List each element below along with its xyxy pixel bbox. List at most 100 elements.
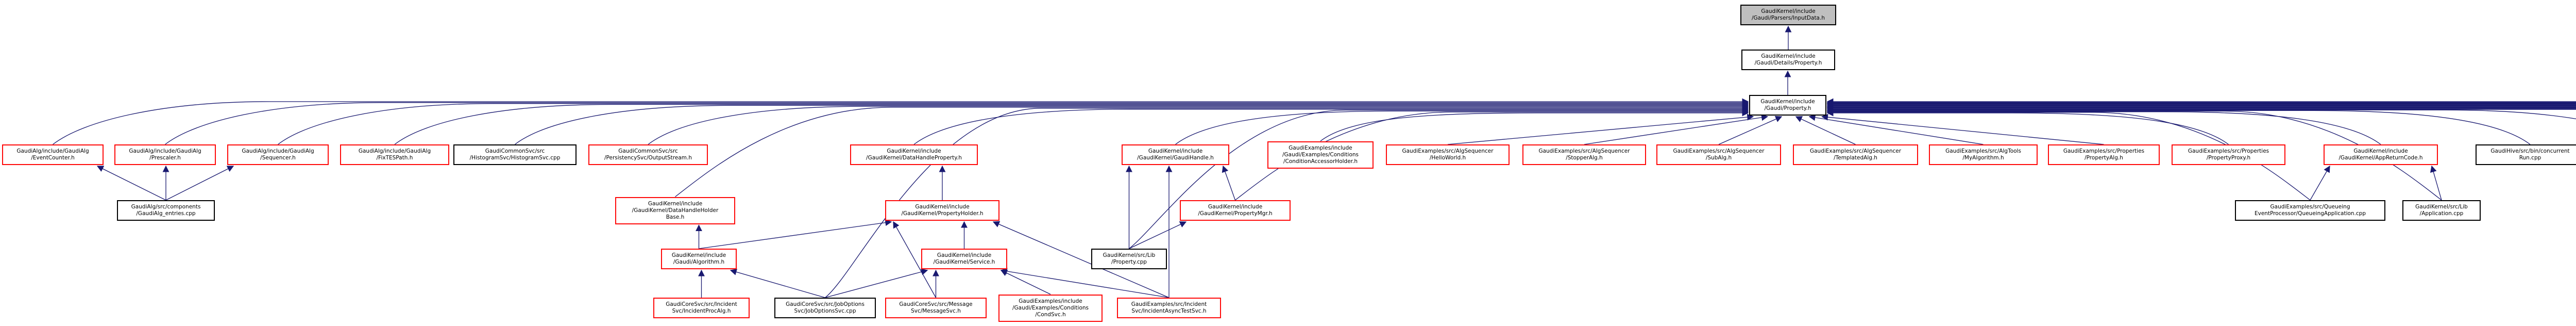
node-myalgorithm_h[interactable]: GaudiExamples/src/AlgTools/MyAlgorithm.h [1929,144,2038,165]
node-label-line: GaudiKernel/include [915,204,970,210]
node-label-line: /PersistencySvc/OutputStream.h [604,155,692,161]
node-label-line: /Gaudi/Examples/Conditions [1282,151,1359,158]
node-stopperalg_h[interactable]: GaudiExamples/src/AlgSequencer/StopperAl… [1522,144,1646,165]
node-label-line: GaudiExamples/src/AlgSequencer [1673,148,1765,154]
node-label-line: GaudiExamples/src/AlgSequencer [1538,148,1630,154]
node-subalg_h[interactable]: GaudiExamples/src/AlgSequencer/SubAlg.h [1656,144,1781,165]
node-label-line: /GaudiKernel/DataHandleHolder [632,207,719,214]
node-label-line: /Gaudi/Parsers/InputData.h [1751,15,1825,21]
node-label-line: GaudiKernel/include [937,252,992,258]
node-inputdata_h: GaudiKernel/include/Gaudi/Parsers/InputD… [1740,5,1836,25]
node-label-line: GaudiCommonSvc/src [618,148,678,154]
node-label-line: GaudiCoreSvc/src/Message [899,301,973,307]
node-label-line: GaudiExamples/src/AlgSequencer [1809,148,1902,154]
node-label-line: GaudiKernel/include [1761,53,1816,59]
node-label-line: Svc/JobOptionsSvc.cpp [794,308,856,314]
node-prescaler_h[interactable]: GaudiAlg/include/GaudiAlg/Prescaler.h [114,144,216,165]
node-algorithm_h[interactable]: GaudiKernel/include/Gaudi/Algorithm.h [661,249,737,269]
node-gaudialg_entries_cpp: GaudiAlg/src/components/GaudiAlg_entries… [117,200,215,221]
node-label-line: /PropertyAlg.h [2084,155,2123,161]
node-condsvc_h[interactable]: GaudiExamples/include/Gaudi/Examples/Con… [998,294,1103,322]
node-appreturncode_h[interactable]: GaudiKernel/include/GaudiKernel/AppRetur… [2324,144,2438,165]
node-label-line: /Gaudi/Details/Property.h [1754,60,1822,66]
node-messagesvc_h[interactable]: GaudiCoreSvc/src/Message Svc/MessageSvc.h [885,298,987,318]
node-label-line: Run.cpp [2519,155,2541,161]
node-property_cpp: GaudiKernel/src/Lib/Property.cpp [1091,249,1167,269]
node-label-line: GaudiAlg/include/GaudiAlg [358,148,431,154]
node-label-line: GaudiCoreSvc/src/JobOptions [786,301,865,307]
node-label-line: GaudiKernel/include [2353,148,2408,154]
node-label-line: Base.h [666,214,685,220]
node-label-line: GaudiCommonSvc/src [485,148,545,154]
node-label-line: Svc/IncidentAsyncTestSvc.h [1131,308,1207,314]
node-label-line: GaudiAlg/include/GaudiAlg [242,148,314,154]
node-label-line: /StopperAlg.h [1566,155,1603,161]
node-label-line: GaudiKernel/include [648,200,703,207]
node-label-line: /GaudiKernel/AppReturnCode.h [2338,155,2423,161]
node-label-line: GaudiExamples/include [1289,144,1352,151]
node-label-line: /CondSvc.h [1035,311,1066,318]
node-templatedalg_h[interactable]: GaudiExamples/src/AlgSequencer/Templated… [1793,144,1918,165]
node-label-line: /GaudiKernel/PropertyHolder.h [901,210,984,217]
node-label-line: /GaudiKernel/PropertyMgr.h [1198,210,1273,217]
node-label-line: /Property.cpp [1111,259,1147,265]
node-label-line: /EventCounter.h [31,155,75,161]
node-label-line: /HistogramSvc/HistogramSvc.cpp [469,155,561,161]
node-label-line: /Sequencer.h [260,155,296,161]
node-label-line: GaudiExamples/src/AlgSequencer [1402,148,1494,154]
node-label-line: GaudiAlg/include/GaudiAlg [129,148,201,154]
node-conditionaccessorholder_h[interactable]: GaudiExamples/include/Gaudi/Examples/Con… [1267,141,1374,169]
node-label-line: GaudiHive/src/bin/concurrent [2490,148,2570,154]
node-label-line: GaudiKernel/include [1148,148,1203,154]
node-histogramsvc_cpp: GaudiCommonSvc/src/HistogramSvc/Histogra… [453,144,577,165]
node-outputstream_h[interactable]: GaudiCommonSvc/src/PersistencySvc/Output… [588,144,708,165]
node-label-line: GaudiKernel/include [671,252,726,258]
node-label-line: GaudiAlg/src/components [131,204,201,210]
node-propertymgr_h[interactable]: GaudiKernel/include/GaudiKernel/Property… [1180,200,1291,221]
node-label-line: /MyAlgorithm.h [1962,155,2004,161]
node-label-line: GaudiExamples/include [1019,298,1082,304]
node-label-line: Svc/IncidentProcAlg.h [672,308,731,314]
node-label-line: GaudiKernel/src/Lib [2415,204,2468,210]
node-label-line: GaudiExamples/src/Properties [2063,148,2145,154]
node-propertyalg_h[interactable]: GaudiExamples/src/Properties/PropertyAlg… [2048,144,2160,165]
node-label-line: /ConditionAccessorHolder.h [1283,158,1358,165]
node-incidentasynctestsvc_h[interactable]: GaudiExamples/src/Incident Svc/IncidentAs… [1117,298,1221,318]
node-label-line: /FixTESPath.h [376,155,413,161]
node-datahandleproperty_h[interactable]: GaudiKernel/include/GaudiKernel/DataHand… [850,144,978,165]
node-label-line: /HelloWorld.h [1429,155,1466,161]
node-label-line: /Gaudi/Examples/Conditions [1012,304,1089,311]
node-gaudi_property_h: GaudiKernel/include/Gaudi/Property.h [1749,95,1826,116]
node-label-line: /SubAlg.h [1705,155,1732,161]
node-helloworld_h[interactable]: GaudiExamples/src/AlgSequencer/HelloWorl… [1386,144,1510,165]
node-label-line: /GaudiKernel/GaudiHandle.h [1137,155,1214,161]
node-sequencer_h[interactable]: GaudiAlg/include/GaudiAlg/Sequencer.h [227,144,329,165]
node-label-line: GaudiExamples/src/AlgTools [1945,148,2021,154]
node-label-line: /TemplatedAlg.h [1834,155,1877,161]
node-concurrentrun_cpp: GaudiHive/src/bin/concurrent Run.cpp [2476,144,2576,165]
node-label-line: GaudiAlg/include/GaudiAlg [16,148,89,154]
node-label-line: /GaudiKernel/Service.h [933,259,995,265]
node-label-line: GaudiKernel/include [1208,204,1263,210]
node-label-line: /PropertyProxy.h [2206,155,2251,161]
node-propertyproxy_h[interactable]: GaudiExamples/src/Properties/PropertyPro… [2172,144,2285,165]
node-label-line: GaudiKernel/include [1760,99,1815,105]
node-propertyholder_h[interactable]: GaudiKernel/include/GaudiKernel/Property… [885,200,999,221]
node-label-line: GaudiExamples/src/Properties [2188,148,2269,154]
node-service_h[interactable]: GaudiKernel/include/GaudiKernel/Service.… [921,249,1007,269]
node-datahandleholderbase_h[interactable]: GaudiKernel/include/GaudiKernel/DataHand… [615,197,735,224]
node-incidentprocalg_h[interactable]: GaudiCoreSvc/src/Incident Svc/IncidentPro… [653,298,750,318]
node-fixtespath_h[interactable]: GaudiAlg/include/GaudiAlg/FixTESPath.h [340,144,449,165]
node-details_property_h: GaudiKernel/include/Gaudi/Details/Proper… [1741,50,1835,70]
node-label-line: Svc/MessageSvc.h [911,308,961,314]
node-label-line: GaudiCoreSvc/src/Incident [666,301,737,307]
node-label-line: GaudiExamples/src/Queueing [2270,204,2350,210]
node-label-line: GaudiKernel/src/Lib [1103,252,1156,258]
node-gaudihandle_h[interactable]: GaudiKernel/include/GaudiKernel/GaudiHan… [1122,144,1229,165]
node-queueingapplication_cpp: GaudiExamples/src/Queueing EventProcessor… [2235,200,2385,221]
node-label-line: EventProcessor/QueueingApplication.cpp [2254,210,2366,217]
node-label-line: /Prescaler.h [149,155,181,161]
node-application_cpp: GaudiKernel/src/Lib/Application.cpp [2402,200,2481,221]
node-eventcounter_h[interactable]: GaudiAlg/include/GaudiAlg/EventCounter.h [2,144,104,165]
